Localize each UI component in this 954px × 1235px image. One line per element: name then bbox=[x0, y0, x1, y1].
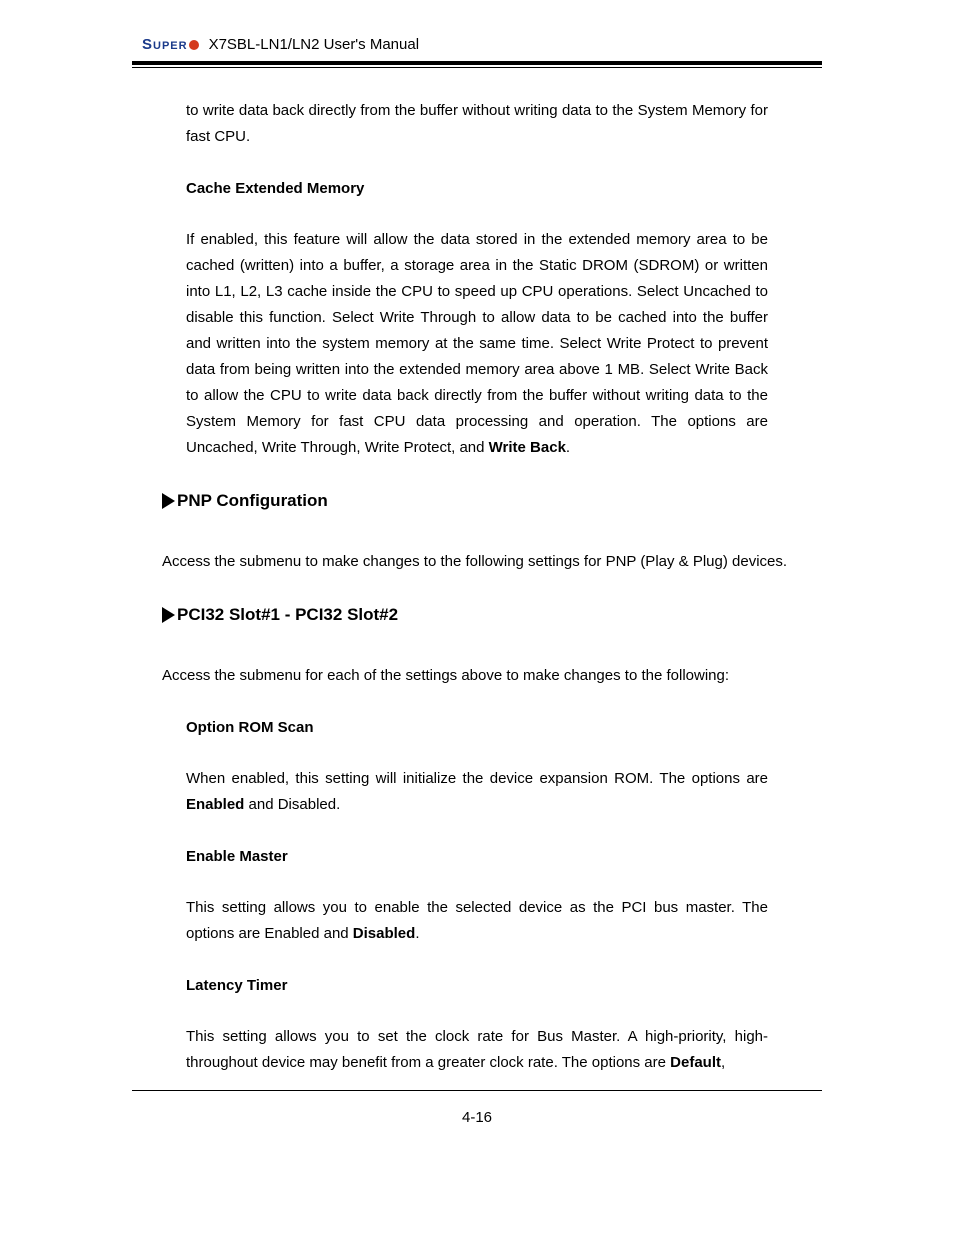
triangle-icon bbox=[162, 493, 175, 509]
option-rom-bold: Enabled bbox=[186, 796, 244, 813]
cache-extended-paragraph: If enabled, this feature will allow the … bbox=[186, 227, 768, 461]
first-paragraph: to write data back directly from the buf… bbox=[186, 98, 768, 150]
pci-heading-text: PCI32 Slot#1 - PCI32 Slot#2 bbox=[177, 605, 398, 625]
cache-extended-end: . bbox=[566, 439, 570, 456]
logo-text: Super bbox=[142, 36, 188, 53]
pnp-heading-text: PNP Configuration bbox=[177, 491, 328, 511]
cache-extended-bold: Write Back bbox=[489, 439, 566, 456]
footer-divider bbox=[132, 1090, 822, 1091]
header-title: X7SBL-LN1/LN2 User's Manual bbox=[209, 36, 419, 53]
enable-master-heading: Enable Master bbox=[186, 848, 768, 865]
latency-paragraph: This setting allows you to set the clock… bbox=[186, 1024, 768, 1076]
pci-heading: PCI32 Slot#1 - PCI32 Slot#2 bbox=[162, 605, 792, 625]
page-number: 4-16 bbox=[132, 1109, 822, 1126]
pci-paragraph: Access the submenu for each of the setti… bbox=[162, 663, 792, 689]
header-divider-thick bbox=[132, 61, 822, 65]
triangle-icon bbox=[162, 607, 175, 623]
enable-master-bold: Disabled bbox=[353, 925, 416, 942]
enable-master-paragraph: This setting allows you to enable the se… bbox=[186, 895, 768, 947]
cache-extended-text: If enabled, this feature will allow the … bbox=[186, 231, 768, 456]
option-rom-text2: and Disabled. bbox=[244, 796, 340, 813]
option-rom-heading: Option ROM Scan bbox=[186, 719, 768, 736]
enable-master-text1: This setting allows you to enable the se… bbox=[186, 899, 768, 942]
latency-bold: Default bbox=[670, 1054, 721, 1071]
pnp-paragraph: Access the submenu to make changes to th… bbox=[162, 549, 792, 575]
header-divider-thin bbox=[132, 67, 822, 68]
logo-dot-icon bbox=[189, 40, 199, 50]
page-header: Super X7SBL-LN1/LN2 User's Manual bbox=[132, 36, 822, 59]
latency-heading: Latency Timer bbox=[186, 977, 768, 994]
enable-master-text2: . bbox=[415, 925, 419, 942]
cache-extended-heading: Cache Extended Memory bbox=[186, 180, 768, 197]
option-rom-paragraph: When enabled, this setting will initiali… bbox=[186, 766, 768, 818]
pnp-heading: PNP Configuration bbox=[162, 491, 792, 511]
option-rom-text1: When enabled, this setting will initiali… bbox=[186, 770, 768, 787]
latency-text2: , bbox=[721, 1054, 725, 1071]
